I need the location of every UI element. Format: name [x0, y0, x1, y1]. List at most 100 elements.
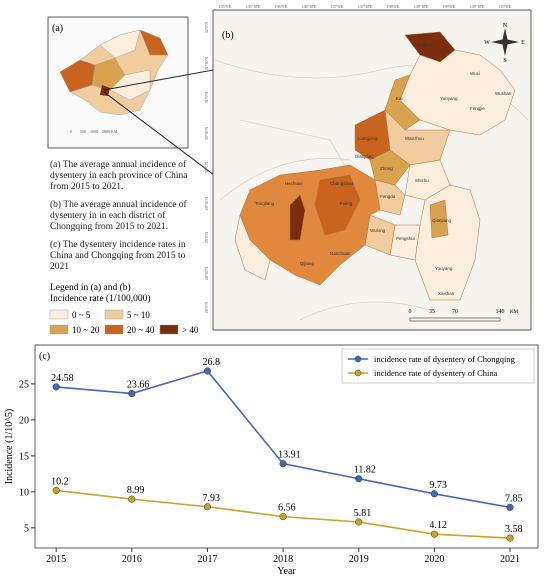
y-tick-label: 20 [19, 415, 29, 426]
district-label: Shizhu [415, 178, 429, 183]
legend-swatch [104, 324, 124, 335]
caption: (b) The average annual incidence of dyse… [50, 200, 187, 232]
x-tick-label: 2021 [500, 554, 520, 565]
district-label: Yunyang [440, 96, 458, 101]
compass: N S W E [484, 23, 525, 64]
data-label: 10.2 [51, 476, 69, 487]
chongqing-inset [100, 85, 110, 96]
legend-swatch [159, 324, 179, 335]
district [369, 149, 411, 186]
lat-label: 30°30'N [204, 127, 209, 140]
district-label: Fengjie [470, 106, 485, 111]
scale-label: 0 [409, 309, 412, 315]
district-label: Wuxi [470, 71, 480, 76]
lon-label: 107°0'E [331, 4, 344, 9]
data-point [52, 486, 60, 494]
district-label: Liangping [358, 136, 378, 141]
province [139, 29, 169, 56]
district-label: Wulong [370, 228, 386, 233]
compass-label: W [484, 40, 490, 46]
lat-label: 28°30'N [204, 267, 209, 280]
y-tick-label: 5 [24, 523, 29, 534]
data-label: 8.99 [127, 485, 145, 496]
district [289, 194, 306, 241]
data-point [52, 383, 60, 391]
x-tick-label: 2018 [273, 554, 293, 565]
data-point [430, 490, 438, 498]
legend-swatch [49, 309, 69, 320]
district-label: Zhong [380, 166, 393, 171]
legend-label: incidence rate of dysentery of China [374, 368, 498, 378]
district-label: Qijiang [300, 261, 315, 266]
data-point [506, 503, 514, 511]
data-point [430, 530, 438, 538]
compass-label: E [521, 40, 525, 46]
data-point [128, 389, 136, 398]
district-label: Fengdu [380, 194, 396, 199]
district-label: Chengkou [412, 42, 433, 47]
district [234, 214, 271, 281]
lon-label: 106°30'E [302, 4, 317, 9]
scale-bar [409, 317, 501, 322]
legend-label: 10 ~ 20 [72, 325, 100, 335]
y-tick-label: 10 [19, 487, 29, 498]
scale-label: 140 [496, 309, 505, 315]
map-a-scale: 0 [70, 129, 72, 134]
legend-label: 5 ~ 10 [127, 310, 150, 320]
lat-label: 31°30'N [204, 57, 209, 70]
districts [234, 31, 516, 301]
data-label: 9.73 [429, 480, 447, 491]
x-tick-label: 2016 [122, 554, 142, 565]
district-label: Wushan [495, 91, 512, 96]
panel-label: (c) [39, 351, 50, 362]
data-label: 23.66 [127, 380, 150, 391]
data-label: 4.12 [429, 520, 447, 531]
y-tick-label: 25 [19, 379, 29, 390]
lat-label: 30°0'N [204, 162, 209, 173]
data-label: 3.58 [505, 524, 523, 535]
data-point [279, 513, 287, 521]
lon-label: 105°30'E [246, 4, 261, 9]
district-label: Wanzhou [405, 136, 424, 141]
data-label: 24.58 [51, 373, 74, 384]
scale-label: 35 [429, 309, 435, 315]
district-label: Youyang [435, 266, 453, 271]
data-label: 5.81 [354, 508, 372, 519]
lon-label: 108°30'E [414, 4, 429, 9]
data-label: 6.56 [278, 503, 296, 514]
province [99, 29, 141, 59]
data-point [203, 367, 212, 375]
data-label: 7.85 [505, 493, 523, 504]
data-point [128, 495, 136, 503]
x-tick-label: 2017 [197, 554, 217, 565]
lon-label: 106°0'E [275, 4, 288, 9]
data-point [279, 460, 287, 468]
district [429, 199, 449, 239]
lon-label: 107°30'E [358, 4, 373, 9]
y-axis-label: Incidence (1/10^5) [4, 409, 15, 485]
scale-label: 70 [452, 309, 458, 315]
road [214, 59, 529, 321]
legend-label: 20 ~ 40 [127, 325, 155, 335]
district-label: Changshou [330, 181, 354, 186]
data-label: 11.82 [354, 465, 376, 476]
legend-label: incidence rate of dysentery of Chongqing [374, 354, 516, 364]
legend-box [341, 348, 535, 384]
legend-swatch [49, 324, 69, 335]
legend-swatch [104, 309, 124, 320]
legend-marker [354, 369, 362, 377]
district-label: Fuling [340, 201, 353, 206]
legend-label: > 40 [182, 325, 199, 335]
district-label: Pengshui [396, 236, 415, 241]
data-point [203, 503, 212, 511]
compass-label: S [503, 58, 506, 64]
scale-unit: KM [510, 310, 519, 315]
district-label: Nanchuan [330, 251, 351, 256]
district-label: Hechuan [285, 181, 304, 186]
legend-title: Legend in (a) and (b) [50, 282, 131, 293]
caption: (c) The dysentery incidence rates in Chi… [50, 240, 186, 272]
map-b-label: (b) [222, 30, 234, 41]
data-label: 13.91 [278, 450, 301, 461]
district-label: Xiushan [438, 291, 455, 296]
lon-label: 105°0'E [219, 4, 232, 9]
